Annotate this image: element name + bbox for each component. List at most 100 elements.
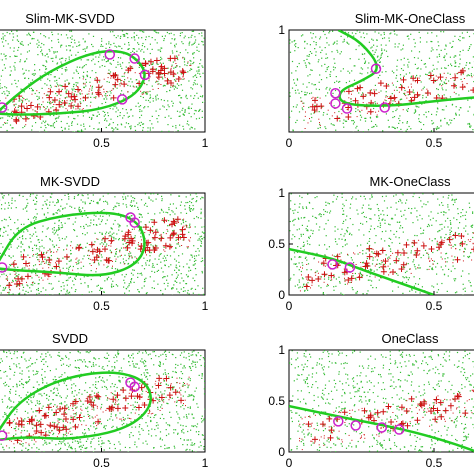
outlier-point [36, 248, 38, 250]
outlier-point [48, 256, 50, 259]
outlier-point [20, 116, 22, 118]
outlier-point [137, 58, 139, 60]
outlier-point [16, 30, 18, 32]
outlier-point [55, 57, 57, 59]
target-dot [93, 248, 95, 250]
outlier-point [101, 232, 103, 234]
outlier-point [78, 262, 80, 264]
target-dot [35, 110, 37, 112]
outlier-point [447, 72, 449, 74]
outlier-point [382, 218, 384, 220]
outlier-point [199, 95, 202, 97]
outlier-point [356, 30, 358, 32]
outlier-point [126, 112, 128, 114]
target-point [18, 275, 25, 282]
outlier-point [188, 106, 190, 108]
outlier-point [97, 61, 100, 63]
outlier-point [78, 130, 81, 132]
outlier-point [359, 111, 361, 113]
outlier-point [20, 277, 22, 279]
outlier-point [335, 285, 337, 287]
outlier-point [157, 32, 160, 34]
target-dot [96, 268, 97, 270]
outlier-point [182, 266, 185, 268]
outlier-point [175, 247, 177, 249]
outlier-point [148, 197, 150, 199]
outlier-point [472, 212, 474, 214]
outlier-point [74, 278, 77, 280]
outlier-point [163, 246, 165, 248]
target-dot [87, 250, 89, 252]
outlier-point [141, 48, 143, 51]
target-dot [102, 245, 103, 247]
target-dot [125, 247, 127, 249]
outlier-point [68, 198, 70, 200]
outlier-point [415, 76, 417, 78]
outlier-point [104, 241, 106, 243]
target-dot [189, 240, 191, 242]
outlier-point [0, 100, 1, 102]
outlier-point [172, 287, 174, 289]
outlier-point [150, 244, 152, 246]
outlier-point [171, 100, 173, 102]
outlier-point [137, 82, 139, 84]
outlier-point [68, 260, 70, 262]
outlier-point [55, 92, 57, 95]
outlier-point [31, 73, 33, 75]
target-dot [50, 262, 52, 264]
outlier-point [30, 241, 32, 243]
outlier-point [380, 44, 382, 46]
outlier-point [196, 46, 198, 48]
outlier-point [5, 55, 7, 57]
outlier-point [147, 127, 149, 129]
target-point [129, 240, 136, 247]
outlier-point [332, 124, 334, 126]
outlier-point [423, 203, 425, 205]
outlier-point [71, 206, 73, 208]
outlier-point [139, 110, 141, 113]
target-dot [38, 261, 40, 263]
target-point [345, 104, 352, 111]
outlier-point [121, 90, 123, 92]
target-dot [393, 89, 395, 91]
outlier-point [4, 122, 6, 124]
target-point [53, 107, 60, 114]
outlier-point [137, 262, 139, 264]
outlier-point [200, 260, 202, 263]
outlier-point [187, 52, 189, 54]
outlier-point [128, 48, 130, 50]
outlier-point [26, 229, 28, 231]
outlier-point [87, 197, 89, 199]
outlier-point [374, 31, 376, 33]
outlier-point [146, 260, 148, 262]
outlier-point [425, 100, 427, 102]
outlier-point [185, 196, 187, 198]
outlier-point [187, 62, 189, 64]
outlier-point [7, 43, 9, 45]
outlier-point [436, 273, 438, 275]
outlier-point [428, 57, 431, 59]
outlier-point [182, 290, 184, 292]
outlier-point [385, 195, 387, 197]
outlier-point [159, 50, 162, 53]
outlier-point [422, 88, 424, 90]
outlier-point [185, 220, 187, 223]
outlier-point [56, 82, 58, 84]
outlier-point [367, 279, 369, 281]
outlier-point [29, 42, 31, 44]
outlier-point [0, 235, 1, 237]
outlier-point [109, 31, 112, 33]
outlier-point [135, 105, 137, 107]
target-dot [49, 276, 51, 277]
outlier-point [297, 89, 299, 91]
outlier-point [106, 277, 108, 280]
outlier-point [63, 285, 65, 287]
outlier-point [394, 214, 396, 216]
outlier-point [433, 68, 435, 70]
target-dot [162, 66, 164, 68]
outlier-point [369, 228, 372, 230]
outlier-point [469, 46, 471, 48]
outlier-point [330, 123, 332, 125]
outlier-point [11, 197, 13, 199]
target-dot [103, 78, 105, 80]
